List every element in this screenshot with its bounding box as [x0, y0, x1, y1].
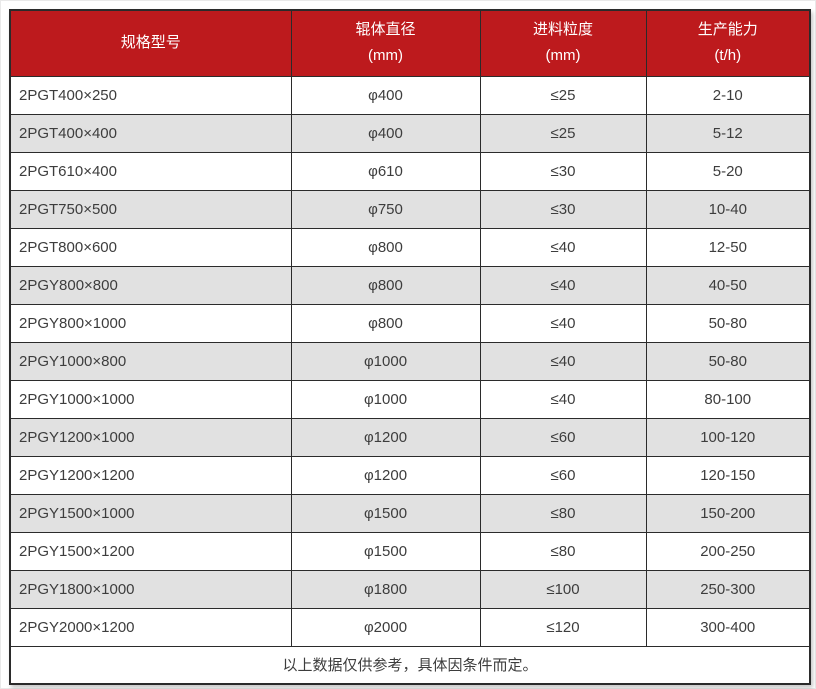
col-header-roller-diameter-unit: (mm) — [368, 47, 403, 65]
cell-capacity: 2-10 — [645, 75, 811, 115]
cell-model: 2PGY1500×1000 — [9, 493, 292, 533]
cell-feed-size: ≤25 — [479, 75, 647, 115]
cell-feed-size: ≤60 — [479, 455, 647, 495]
table-row: 2PGY2000×1200 φ2000 ≤120 300-400 — [9, 607, 811, 647]
table-row: 2PGT400×400 φ400 ≤25 5-12 — [9, 113, 811, 153]
spec-table-header: 规格型号 辊体直径 (mm) 进料粒度 (mm) 生产能力 (t/h) — [9, 9, 811, 77]
col-header-capacity-unit: (t/h) — [714, 47, 742, 65]
cell-capacity: 5-20 — [645, 151, 811, 191]
col-header-feed-size: 进料粒度 (mm) — [479, 9, 647, 77]
cell-capacity: 100-120 — [645, 417, 811, 457]
cell-feed-size: ≤80 — [479, 531, 647, 571]
table-row: 2PGT610×400 φ610 ≤30 5-20 — [9, 151, 811, 191]
table-row: 2PGY1200×1200 φ1200 ≤60 120-150 — [9, 455, 811, 495]
cell-roller-diameter: φ1200 — [290, 417, 481, 457]
cell-roller-diameter: φ400 — [290, 75, 481, 115]
cell-model: 2PGT400×400 — [9, 113, 292, 153]
cell-model: 2PGY2000×1200 — [9, 607, 292, 647]
cell-roller-diameter: φ610 — [290, 151, 481, 191]
table-row: 2PGY1000×1000 φ1000 ≤40 80-100 — [9, 379, 811, 419]
cell-capacity: 40-50 — [645, 265, 811, 305]
cell-feed-size: ≤30 — [479, 151, 647, 191]
cell-model: 2PGY800×800 — [9, 265, 292, 305]
cell-roller-diameter: φ1200 — [290, 455, 481, 495]
cell-capacity: 10-40 — [645, 189, 811, 229]
spec-table: 规格型号 辊体直径 (mm) 进料粒度 (mm) 生产能力 (t/h) 2PGT… — [9, 9, 811, 685]
table-footnote: 以上数据仅供参考，具体因条件而定。 — [9, 645, 811, 685]
col-header-capacity: 生产能力 (t/h) — [645, 9, 811, 77]
table-row: 2PGT750×500 φ750 ≤30 10-40 — [9, 189, 811, 229]
cell-model: 2PGT400×250 — [9, 75, 292, 115]
cell-model: 2PGT750×500 — [9, 189, 292, 229]
cell-feed-size: ≤40 — [479, 341, 647, 381]
spec-table-body: 2PGT400×250 φ400 ≤25 2-10 2PGT400×400 φ4… — [9, 75, 811, 647]
cell-model: 2PGY1200×1200 — [9, 455, 292, 495]
footnote-row: 以上数据仅供参考，具体因条件而定。 — [9, 645, 811, 685]
cell-feed-size: ≤80 — [479, 493, 647, 533]
table-row: 2PGY1500×1200 φ1500 ≤80 200-250 — [9, 531, 811, 571]
cell-feed-size: ≤100 — [479, 569, 647, 609]
cell-feed-size: ≤40 — [479, 303, 647, 343]
cell-capacity: 50-80 — [645, 341, 811, 381]
cell-capacity: 120-150 — [645, 455, 811, 495]
table-row: 2PGT400×250 φ400 ≤25 2-10 — [9, 75, 811, 115]
cell-feed-size: ≤60 — [479, 417, 647, 457]
col-header-capacity-label: 生产能力 — [697, 21, 758, 39]
cell-capacity: 250-300 — [645, 569, 811, 609]
col-header-feed-size-label: 进料粒度 — [532, 21, 593, 39]
table-row: 2PGY1200×1000 φ1200 ≤60 100-120 — [9, 417, 811, 457]
table-row: 2PGY800×800 φ800 ≤40 40-50 — [9, 265, 811, 305]
cell-feed-size: ≤30 — [479, 189, 647, 229]
cell-roller-diameter: φ400 — [290, 113, 481, 153]
cell-roller-diameter: φ1000 — [290, 341, 481, 381]
cell-feed-size: ≤40 — [479, 265, 647, 305]
cell-capacity: 80-100 — [645, 379, 811, 419]
table-row: 2PGY1800×1000 φ1800 ≤100 250-300 — [9, 569, 811, 609]
table-row: 2PGT800×600 φ800 ≤40 12-50 — [9, 227, 811, 267]
spec-table-footer: 以上数据仅供参考，具体因条件而定。 — [9, 645, 811, 685]
col-header-roller-diameter: 辊体直径 (mm) — [290, 9, 481, 77]
col-header-model: 规格型号 — [9, 9, 292, 77]
cell-roller-diameter: φ1500 — [290, 493, 481, 533]
cell-roller-diameter: φ800 — [290, 227, 481, 267]
cell-capacity: 5-12 — [645, 113, 811, 153]
cell-roller-diameter: φ800 — [290, 303, 481, 343]
cell-capacity: 50-80 — [645, 303, 811, 343]
cell-model: 2PGT610×400 — [9, 151, 292, 191]
cell-model: 2PGY800×1000 — [9, 303, 292, 343]
cell-roller-diameter: φ1000 — [290, 379, 481, 419]
table-row: 2PGY1500×1000 φ1500 ≤80 150-200 — [9, 493, 811, 533]
cell-model: 2PGY1200×1000 — [9, 417, 292, 457]
cell-feed-size: ≤120 — [479, 607, 647, 647]
table-row: 2PGY800×1000 φ800 ≤40 50-80 — [9, 303, 811, 343]
cell-capacity: 150-200 — [645, 493, 811, 533]
cell-model: 2PGY1000×800 — [9, 341, 292, 381]
col-header-roller-diameter-label: 辊体直径 — [355, 21, 416, 39]
cell-capacity: 12-50 — [645, 227, 811, 267]
table-row: 2PGY1000×800 φ1000 ≤40 50-80 — [9, 341, 811, 381]
header-row: 规格型号 辊体直径 (mm) 进料粒度 (mm) 生产能力 (t/h) — [9, 9, 811, 77]
col-header-model-label: 规格型号 — [120, 34, 181, 52]
cell-roller-diameter: φ2000 — [290, 607, 481, 647]
cell-capacity: 300-400 — [645, 607, 811, 647]
cell-model: 2PGY1500×1200 — [9, 531, 292, 571]
cell-roller-diameter: φ750 — [290, 189, 481, 229]
cell-roller-diameter: φ1800 — [290, 569, 481, 609]
cell-roller-diameter: φ800 — [290, 265, 481, 305]
cell-feed-size: ≤40 — [479, 379, 647, 419]
cell-model: 2PGY1800×1000 — [9, 569, 292, 609]
cell-feed-size: ≤25 — [479, 113, 647, 153]
cell-feed-size: ≤40 — [479, 227, 647, 267]
cell-model: 2PGY1000×1000 — [9, 379, 292, 419]
cell-roller-diameter: φ1500 — [290, 531, 481, 571]
cell-capacity: 200-250 — [645, 531, 811, 571]
col-header-feed-size-unit: (mm) — [545, 47, 581, 65]
cell-model: 2PGT800×600 — [9, 227, 292, 267]
